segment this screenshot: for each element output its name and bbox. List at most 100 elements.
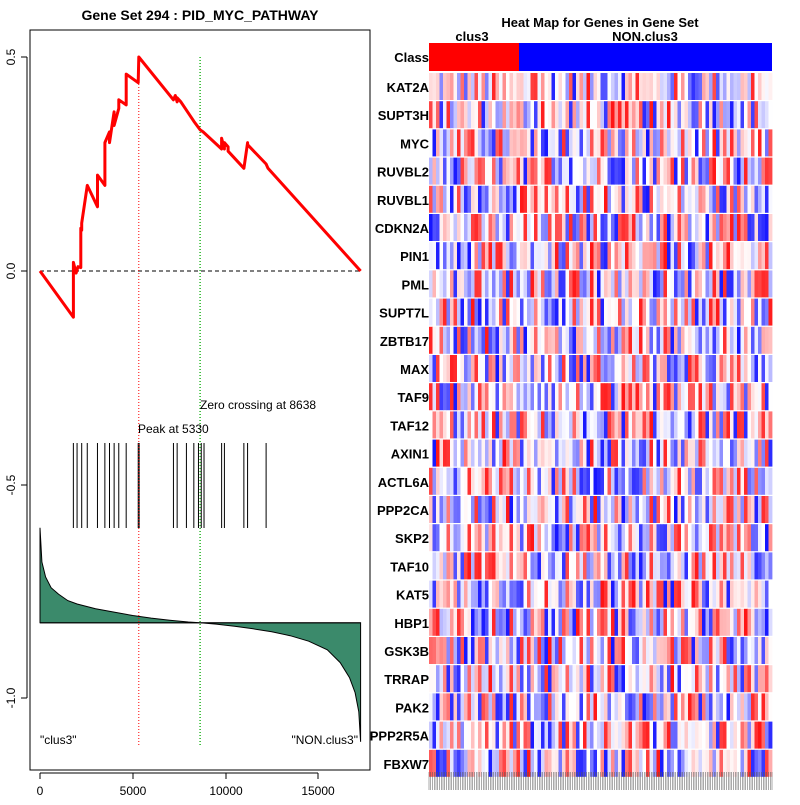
heatmap-cell bbox=[716, 580, 720, 608]
heatmap-cell bbox=[513, 439, 517, 467]
heatmap-cell bbox=[471, 467, 475, 495]
heatmap-cell bbox=[660, 101, 664, 129]
heatmap-cell bbox=[754, 214, 759, 241]
heatmap-cell bbox=[688, 101, 692, 129]
heatmap-cell bbox=[726, 270, 731, 298]
heatmap-cell bbox=[761, 693, 766, 721]
heatmap-cell bbox=[586, 552, 591, 580]
heatmap-cell bbox=[513, 552, 517, 580]
heatmap-cell bbox=[765, 749, 769, 777]
heatmap-cell bbox=[639, 411, 643, 439]
heatmap-cell bbox=[450, 383, 454, 411]
heatmap-cell bbox=[530, 496, 535, 523]
heatmap-cell bbox=[737, 214, 741, 241]
heatmap-cell bbox=[474, 129, 479, 157]
heatmap-cell bbox=[600, 467, 605, 495]
right-class-label: "NON.clus3" bbox=[291, 733, 358, 747]
heatmap-cell bbox=[670, 214, 675, 241]
heatmap-cell bbox=[716, 242, 720, 270]
heatmap-cell bbox=[544, 298, 549, 326]
heatmap-cell bbox=[527, 467, 531, 495]
heatmap-cell bbox=[681, 185, 685, 213]
heatmap-cell bbox=[457, 721, 461, 749]
heatmap-cell bbox=[513, 721, 517, 749]
heatmap-cell bbox=[523, 214, 528, 241]
heatmap-cell bbox=[481, 496, 486, 523]
heatmap-cell bbox=[495, 242, 500, 270]
heatmap-cell bbox=[751, 524, 755, 552]
heatmap-cell bbox=[765, 383, 769, 411]
heatmap-cell bbox=[590, 326, 594, 354]
heatmap-cell bbox=[530, 298, 535, 326]
heatmap-cell bbox=[642, 157, 647, 185]
heatmap-cell bbox=[439, 157, 444, 185]
heatmap-cell bbox=[653, 185, 657, 213]
heatmap-cell bbox=[744, 693, 748, 721]
heatmap-cell bbox=[600, 101, 605, 129]
heatmap-cell bbox=[695, 496, 699, 523]
heatmap-cell bbox=[558, 73, 563, 100]
heatmap-cell bbox=[586, 411, 591, 439]
heatmap-cell bbox=[513, 73, 517, 100]
heatmap-cell bbox=[670, 439, 675, 467]
heatmap-cell bbox=[642, 580, 647, 608]
heatmap-cell bbox=[737, 185, 741, 213]
heatmap-cell bbox=[492, 242, 496, 270]
heatmap-cell bbox=[527, 298, 531, 326]
heatmap-cell bbox=[635, 608, 640, 636]
heatmap-cell bbox=[443, 214, 447, 241]
heatmap-cell bbox=[674, 129, 678, 157]
heatmap-cell bbox=[471, 693, 475, 721]
heatmap-cell bbox=[768, 467, 773, 495]
heatmap-cell bbox=[674, 749, 678, 777]
heatmap-cell bbox=[583, 270, 587, 298]
heatmap-cell bbox=[628, 439, 633, 467]
heatmap-cell bbox=[758, 270, 762, 298]
heatmap-cell bbox=[604, 73, 608, 100]
heatmap-cell bbox=[625, 467, 629, 495]
heatmap-cell bbox=[621, 326, 626, 354]
heatmap-cell bbox=[670, 383, 675, 411]
heatmap-cell bbox=[450, 129, 454, 157]
heatmap-cell bbox=[709, 665, 713, 693]
heatmap-cell bbox=[460, 214, 465, 241]
heatmap-cell bbox=[740, 439, 745, 467]
heatmap-cell bbox=[628, 608, 633, 636]
heatmap-cell bbox=[467, 298, 472, 326]
heatmap-cell bbox=[593, 298, 598, 326]
heatmap-cell bbox=[460, 608, 465, 636]
heatmap-cell bbox=[513, 298, 517, 326]
heatmap-cell bbox=[614, 383, 619, 411]
heatmap-cell bbox=[702, 693, 706, 721]
heatmap-cell bbox=[474, 157, 479, 185]
heatmap-cell bbox=[681, 101, 685, 129]
heatmap-cell bbox=[614, 496, 619, 523]
heatmap-cell bbox=[600, 693, 605, 721]
heatmap-cell bbox=[656, 298, 661, 326]
heatmap-cell bbox=[429, 721, 433, 749]
heatmap-cell bbox=[737, 298, 741, 326]
heatmap-cell bbox=[600, 439, 605, 467]
heatmap-cell bbox=[758, 214, 762, 241]
heatmap-cell bbox=[499, 129, 503, 157]
heatmap-cell bbox=[639, 298, 643, 326]
heatmap-cell bbox=[467, 693, 472, 721]
heatmap-cell bbox=[541, 411, 545, 439]
heatmap-cell bbox=[719, 73, 724, 100]
heatmap-cell bbox=[656, 73, 661, 100]
heatmap-cell bbox=[604, 496, 608, 523]
heatmap-cell bbox=[621, 749, 626, 777]
heatmap-cell bbox=[457, 665, 461, 693]
heatmap-cell bbox=[586, 608, 591, 636]
heatmap-cell bbox=[618, 270, 622, 298]
heatmap-cell bbox=[667, 552, 671, 580]
heatmap-cell bbox=[495, 326, 500, 354]
heatmap-cell bbox=[611, 749, 615, 777]
heatmap-row bbox=[429, 467, 773, 495]
heatmap-cell bbox=[485, 270, 489, 298]
heatmap-cell bbox=[628, 73, 633, 100]
heatmap-cell bbox=[558, 270, 563, 298]
heatmap-cell bbox=[464, 524, 468, 552]
heatmap-cell bbox=[765, 552, 769, 580]
heatmap-cell bbox=[677, 693, 682, 721]
